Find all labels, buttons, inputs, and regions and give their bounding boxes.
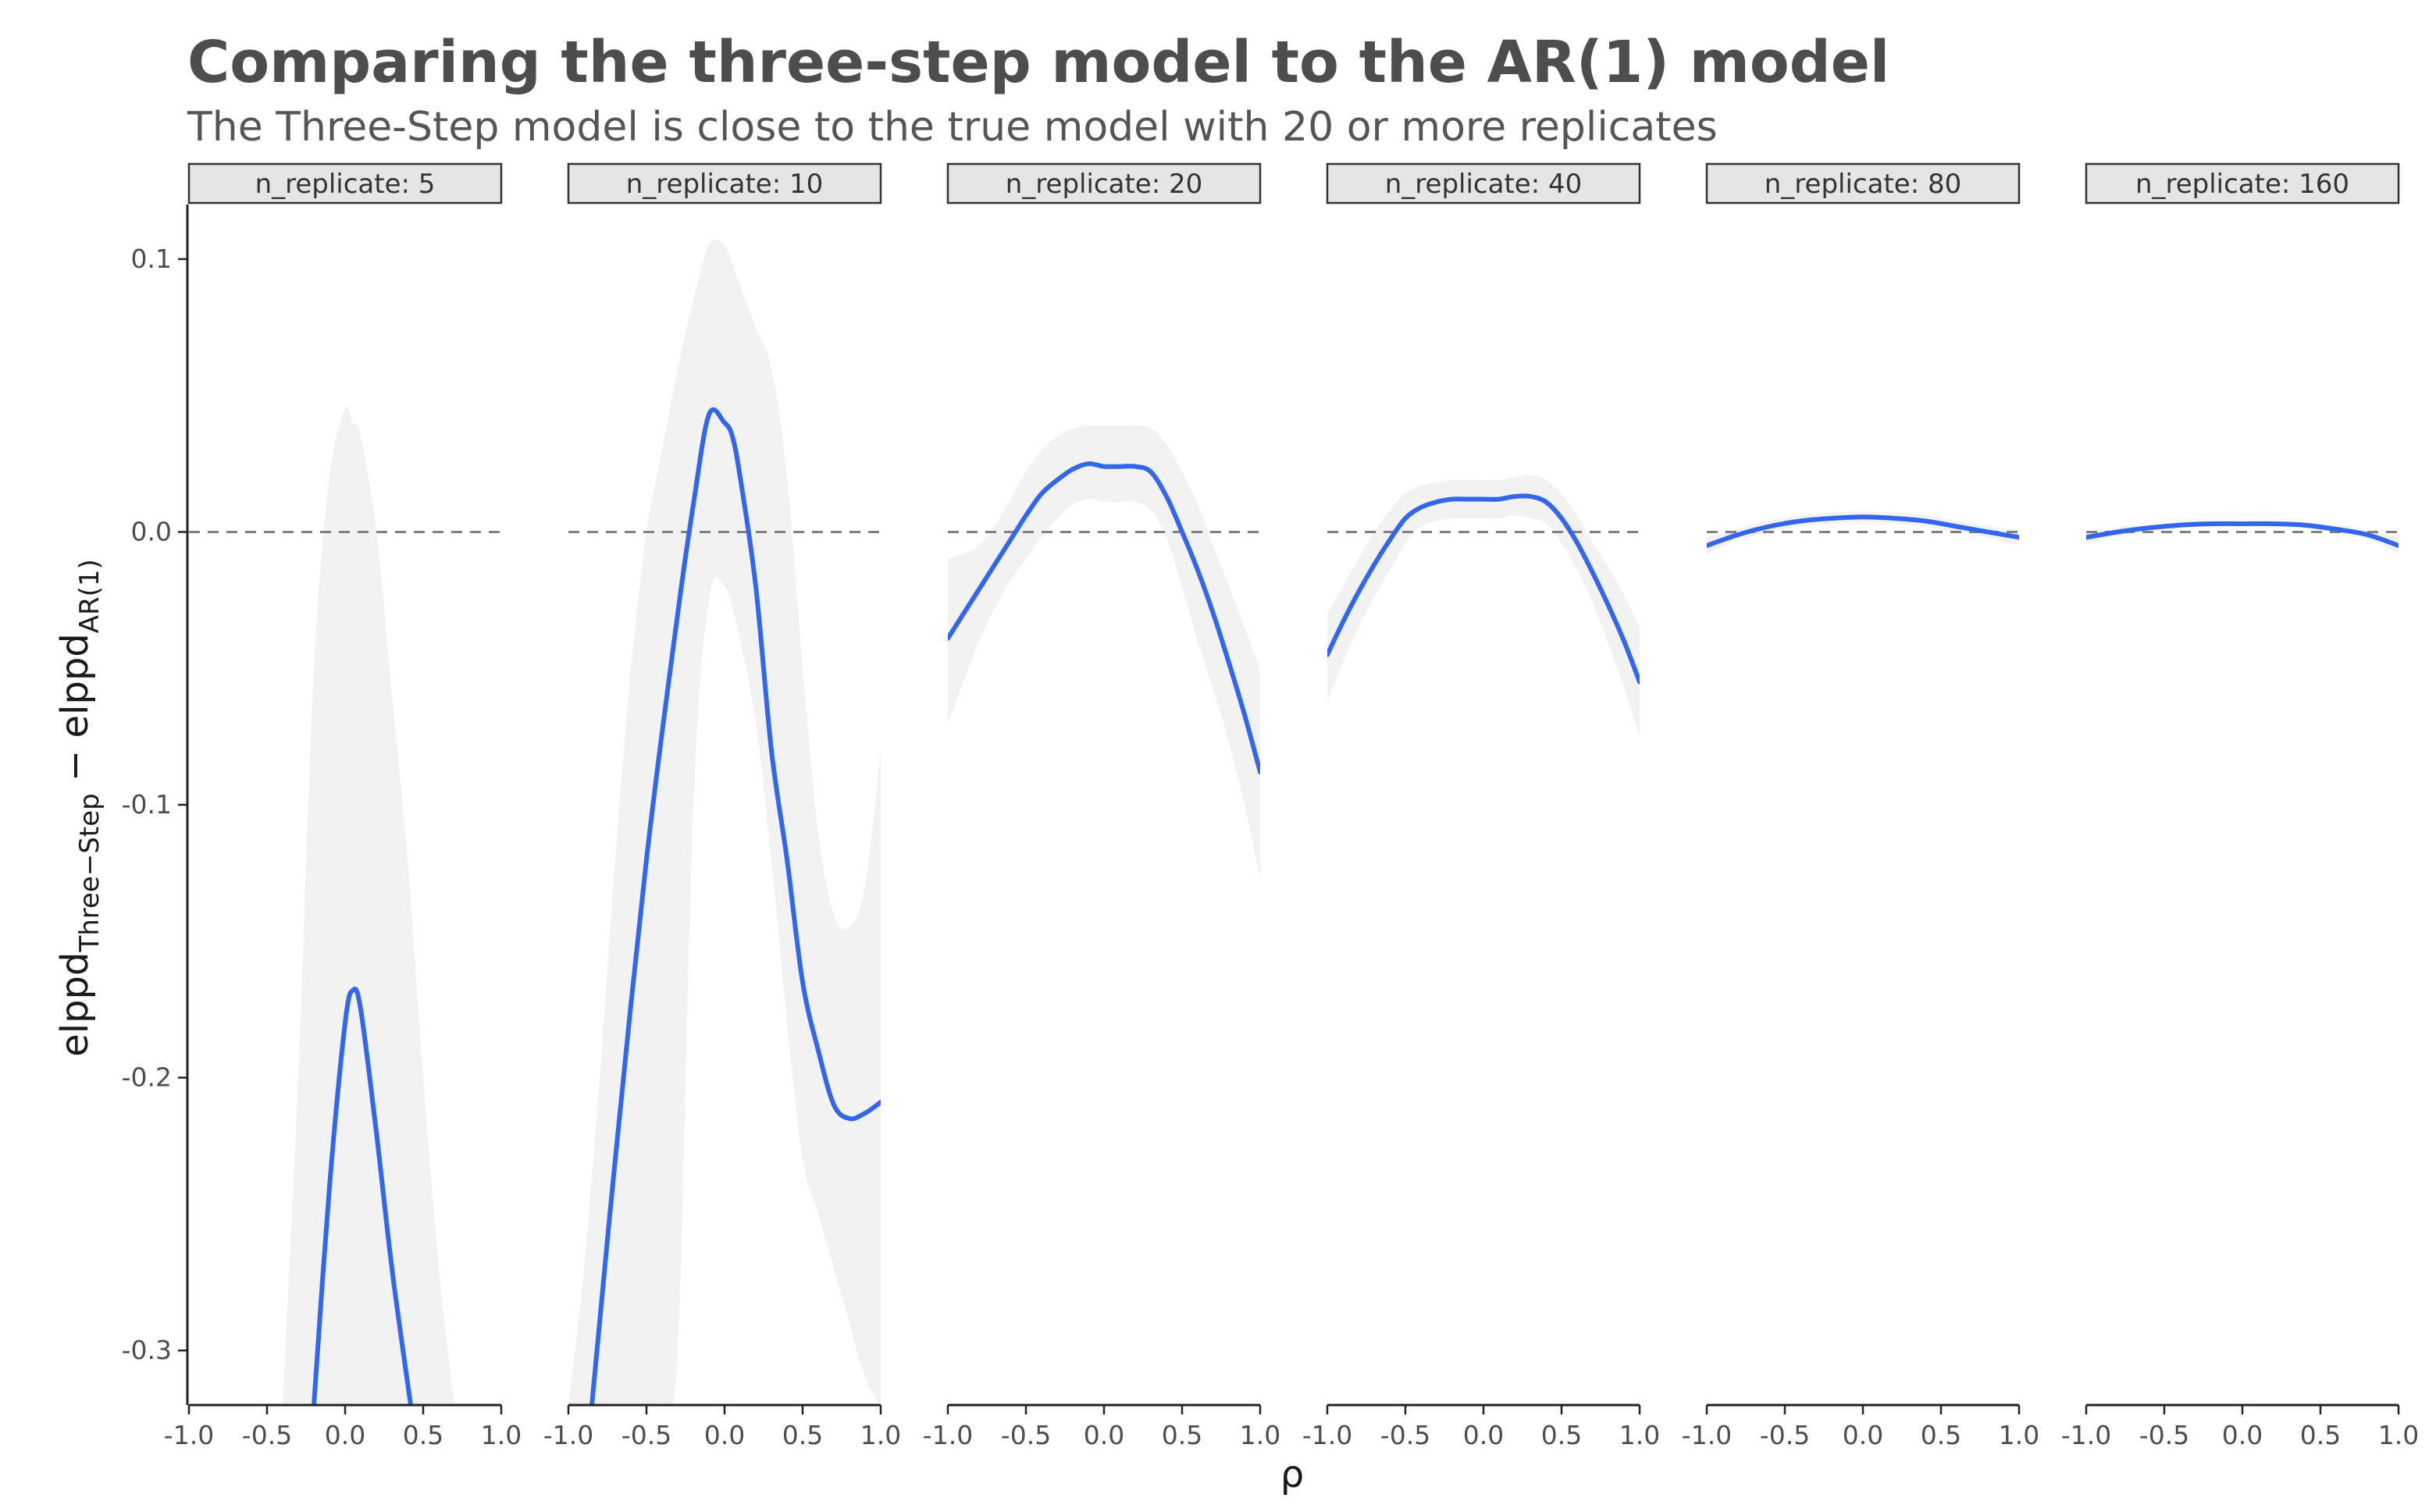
y-tick-label: 0.1 [131, 244, 172, 274]
facet-strip [946, 162, 1262, 205]
x-tick-label: -0.5 [1380, 1420, 1430, 1450]
smooth-fit-line [1327, 493, 1640, 685]
facet-strip-label: n_replicate: 5 [255, 169, 436, 200]
x-tick-label: 0.0 [2222, 1420, 2263, 1450]
smooth-fit-line [2086, 521, 2399, 548]
facet-strip-label: n_replicate: 40 [1385, 169, 1582, 200]
facet-strip-label: n_replicate: 10 [626, 169, 823, 200]
facet-panel: n_replicate: 160 -1.0 -0.5 0.0 0.5 1.0 [2061, 162, 2419, 1450]
facet-panel: n_replicate: 10 -1.0 -0.5 0.0 0.5 1.0 [543, 162, 901, 1450]
x-tick-label: -0.5 [242, 1420, 292, 1450]
x-tick-label: -1.0 [164, 1420, 214, 1450]
x-tick-label: 1.0 [860, 1420, 901, 1450]
facet-panel: n_replicate: 5 -1.0 -0.5 0.0 0.5 1.0 [164, 162, 522, 1450]
confidence-ribbon [568, 239, 881, 1405]
y-tick-label: 0.0 [131, 516, 172, 546]
x-tick-label: 1.0 [1619, 1420, 1660, 1450]
x-tick-label: 0.5 [403, 1420, 443, 1450]
x-tick-label: -1.0 [543, 1420, 593, 1450]
facet-strip [1705, 162, 2021, 205]
facet-strip-label: n_replicate: 160 [2135, 169, 2349, 200]
y-axis-title: elppdThree−Step − elppdAR(1) [53, 559, 105, 1057]
y-axis-title-main-1: elppd [53, 952, 97, 1057]
x-tick-label: 0.0 [1084, 1420, 1124, 1450]
confidence-ribbon [948, 425, 1260, 879]
confidence-ribbon [1327, 474, 1640, 737]
facet-strip [2085, 162, 2400, 205]
y-axis-title-main-2: elppd [53, 633, 97, 738]
facet-panel: n_replicate: 20 -1.0 -0.5 0.0 0.5 1.0 [923, 162, 1280, 1450]
x-tick-label: -1.0 [1682, 1420, 1732, 1450]
x-tick-label: 1.0 [1999, 1420, 2039, 1450]
smooth-fit-line [589, 407, 881, 1405]
y-axis-title-minus: − [53, 738, 97, 794]
x-tick-label: -0.5 [621, 1420, 671, 1450]
x-tick-label: 0.5 [2300, 1420, 2341, 1450]
facet-strip-label: n_replicate: 80 [1765, 169, 1961, 200]
x-tick-label: 0.5 [1162, 1420, 1202, 1450]
x-tick-label: -0.5 [1001, 1420, 1051, 1450]
x-tick-label: 0.0 [325, 1420, 365, 1450]
y-tick-label: -0.2 [122, 1062, 172, 1093]
y-axis-title-sub-2: AR(1) [74, 559, 105, 633]
chart-title: Comparing the three-step model to the AR… [187, 29, 1889, 96]
x-tick-label: -1.0 [2061, 1420, 2111, 1450]
x-tick-label: -0.5 [2139, 1420, 2189, 1450]
x-tick-label: 1.0 [2378, 1420, 2419, 1450]
x-tick-label: -1.0 [923, 1420, 973, 1450]
facet-panel: n_replicate: 40 -1.0 -0.5 0.0 0.5 1.0 [1302, 162, 1660, 1450]
x-tick-label: 1.0 [1240, 1420, 1280, 1450]
facet-panel: n_replicate: 80 -1.0 -0.5 0.0 0.5 1.0 [1682, 162, 2039, 1450]
y-axis-title-sub-1: Three−Step [74, 793, 105, 952]
facet-strip-label: n_replicate: 20 [1006, 169, 1202, 200]
confidence-ribbon [283, 407, 454, 1405]
x-tick-label: 0.0 [1463, 1420, 1504, 1450]
chart-subtitle: The Three-Step model is close to the tru… [187, 104, 1718, 151]
x-tick-label: -0.5 [1760, 1420, 1810, 1450]
x-tick-label: -1.0 [1302, 1420, 1352, 1450]
facet-panels: n_replicate: 5-1.0 -0.5 0.0 0.5 1.0n_replica… [164, 162, 2419, 1450]
x-tick-label: 0.0 [704, 1420, 745, 1450]
facet-strip [187, 162, 503, 205]
smooth-fit-line [948, 461, 1260, 775]
x-tick-label: 0.0 [1843, 1420, 1883, 1450]
smooth-fit-line [1707, 514, 2019, 548]
x-axis-title: ρ [1280, 1453, 1304, 1496]
x-tick-label: 0.5 [1541, 1420, 1582, 1450]
facet-strip [567, 162, 882, 205]
facet-strip [1326, 162, 1641, 205]
x-tick-label: 1.0 [481, 1420, 522, 1450]
x-tick-label: 0.5 [782, 1420, 823, 1450]
smooth-fit-line [312, 987, 413, 1405]
x-tick-label: 0.5 [1921, 1420, 1961, 1450]
y-tick-label: -0.1 [122, 789, 172, 820]
y-tick-label: -0.3 [122, 1335, 172, 1365]
y-axis: 0.1 0.0 -0.1 -0.2 -0.3 [122, 205, 189, 1405]
